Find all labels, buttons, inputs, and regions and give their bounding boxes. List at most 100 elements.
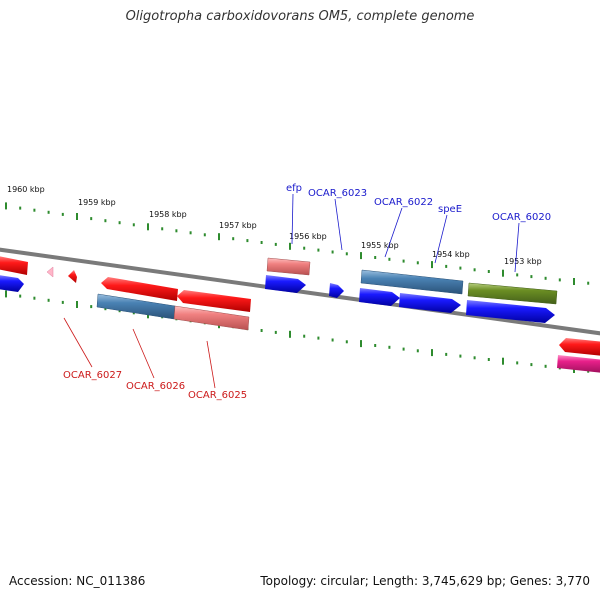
gene-ocar-6022-arrow[interactable] bbox=[359, 288, 400, 306]
gene-efp[interactable] bbox=[266, 257, 311, 276]
lower-scale-tick bbox=[303, 334, 306, 338]
lower-scale-tick bbox=[431, 349, 433, 357]
lower-scale-tick bbox=[260, 329, 263, 332]
lower-scale-tick bbox=[76, 301, 78, 308]
upper-scale-tick bbox=[473, 268, 476, 272]
scale-label-1953: 1953 kbp bbox=[504, 257, 542, 266]
lower-scale-tick bbox=[516, 361, 519, 365]
gene-ocar-6026-red[interactable] bbox=[101, 277, 178, 301]
upper-scale-tick bbox=[516, 273, 519, 277]
gene-ocar-6027-small[interactable] bbox=[46, 266, 54, 278]
upper-scale-tick bbox=[402, 259, 405, 263]
lower-scale-ticks bbox=[5, 290, 590, 373]
upper-scale-tick bbox=[388, 257, 391, 261]
gene-spee[interactable] bbox=[399, 293, 461, 313]
lower-scale-tick bbox=[5, 290, 7, 298]
upper-scale-tick bbox=[502, 269, 504, 277]
upper-scale-tick bbox=[232, 237, 235, 241]
upper-scale-tick bbox=[487, 270, 490, 273]
scale-label-1957: 1957 kbp bbox=[219, 221, 257, 230]
lower-scale-tick bbox=[274, 330, 277, 334]
forward-strand-genes bbox=[266, 257, 558, 305]
upper-scale-tick bbox=[19, 206, 22, 210]
upper-scale-tick bbox=[260, 241, 263, 244]
gene-left-red-top[interactable] bbox=[0, 256, 28, 275]
upper-scale-tick bbox=[374, 256, 377, 259]
gene-right-magenta[interactable] bbox=[557, 355, 600, 373]
lower-scale-tick bbox=[104, 307, 107, 311]
gene-ocar-6027[interactable] bbox=[68, 270, 77, 283]
upper-scale-tick bbox=[5, 202, 7, 210]
genome-summary-text: Topology: circular; Length: 3,745,629 bp… bbox=[260, 574, 590, 588]
upper-scale-tick bbox=[416, 261, 419, 265]
gene-efp-arrow[interactable] bbox=[265, 275, 306, 293]
accession-text: Accession: NC_011386 bbox=[9, 574, 146, 588]
gene-ocar-6020-arrow[interactable] bbox=[466, 300, 555, 323]
label-spee[interactable]: speE bbox=[438, 204, 462, 215]
reverse-strand-genes bbox=[46, 266, 600, 373]
label-ocar-6026[interactable]: OCAR_6026 bbox=[126, 381, 185, 392]
gene-ocar-6022[interactable] bbox=[360, 269, 464, 295]
label-leaders bbox=[63, 193, 520, 389]
label-ocar-6020[interactable]: OCAR_6020 bbox=[492, 212, 551, 223]
scale-label-1955: 1955 kbp bbox=[361, 241, 399, 250]
gene-right-red[interactable] bbox=[559, 338, 600, 356]
upper-scale-tick bbox=[203, 233, 206, 237]
lower-scale-tick bbox=[388, 345, 391, 349]
lower-scale-tick bbox=[47, 298, 50, 302]
upper-scale-tick bbox=[558, 278, 561, 282]
label-ocar-6025[interactable]: OCAR_6025 bbox=[188, 390, 247, 401]
upper-scale-tick bbox=[587, 281, 590, 285]
upper-scale-tick bbox=[218, 233, 220, 241]
lower-scale-tick bbox=[317, 336, 320, 340]
upper-scale-tick bbox=[274, 242, 277, 246]
upper-scale-tick bbox=[445, 264, 448, 268]
upper-scale-tick bbox=[360, 252, 362, 260]
upper-scale-tick bbox=[147, 223, 149, 231]
upper-scale-tick bbox=[104, 219, 107, 223]
upper-scale-tick bbox=[90, 217, 93, 221]
lower-scale-tick bbox=[289, 330, 291, 338]
genome-title: Oligotropha carboxidovorans OM5, complet… bbox=[125, 9, 475, 24]
left-forward-genes bbox=[0, 256, 28, 292]
leader-spee bbox=[434, 214, 448, 264]
lower-scale-tick bbox=[345, 340, 348, 344]
upper-scale-tick bbox=[118, 221, 121, 225]
lower-scale-tick bbox=[487, 358, 490, 361]
label-ocar-6023[interactable]: OCAR_6023 bbox=[308, 188, 367, 199]
genome-backbone bbox=[0, 247, 600, 336]
gene-ocar-6025[interactable] bbox=[173, 305, 250, 331]
upper-scale-tick bbox=[33, 208, 36, 212]
gene-left-blue-top[interactable] bbox=[0, 275, 24, 292]
label-ocar-6022[interactable]: OCAR_6022 bbox=[374, 197, 433, 208]
lower-scale-tick bbox=[90, 305, 93, 309]
lower-scale-tick bbox=[502, 357, 504, 365]
lower-scale-tick bbox=[459, 354, 462, 358]
upper-scale-tick bbox=[544, 276, 547, 280]
upper-scale-tick bbox=[573, 278, 575, 285]
leader-efp bbox=[291, 193, 294, 245]
label-efp[interactable]: efp bbox=[286, 183, 302, 194]
upper-scale-tick bbox=[47, 210, 50, 214]
leader-ocar-6026 bbox=[132, 328, 155, 379]
lower-scale-tick bbox=[530, 363, 533, 367]
upper-scale-tick bbox=[345, 252, 348, 256]
lower-scale-tick bbox=[360, 340, 362, 348]
label-ocar-6027[interactable]: OCAR_6027 bbox=[63, 370, 122, 381]
lower-scale-tick bbox=[19, 294, 22, 298]
upper-scale-tick bbox=[132, 223, 135, 227]
upper-scale-tick bbox=[76, 213, 78, 220]
upper-scale-tick bbox=[331, 250, 334, 254]
gene-ocar-6023[interactable] bbox=[329, 283, 344, 298]
lower-scale-tick bbox=[402, 347, 405, 351]
gene-ocar-6025-red[interactable] bbox=[177, 290, 251, 312]
leader-ocar-6027 bbox=[63, 317, 93, 368]
scale-label-1954: 1954 kbp bbox=[432, 250, 470, 259]
gene-ocar-6020[interactable] bbox=[467, 282, 558, 305]
upper-scale-tick bbox=[175, 229, 178, 233]
upper-scale-tick bbox=[61, 212, 64, 216]
upper-scale-tick bbox=[289, 242, 291, 250]
leader-ocar-6020 bbox=[514, 222, 520, 273]
lower-scale-tick bbox=[473, 356, 476, 360]
